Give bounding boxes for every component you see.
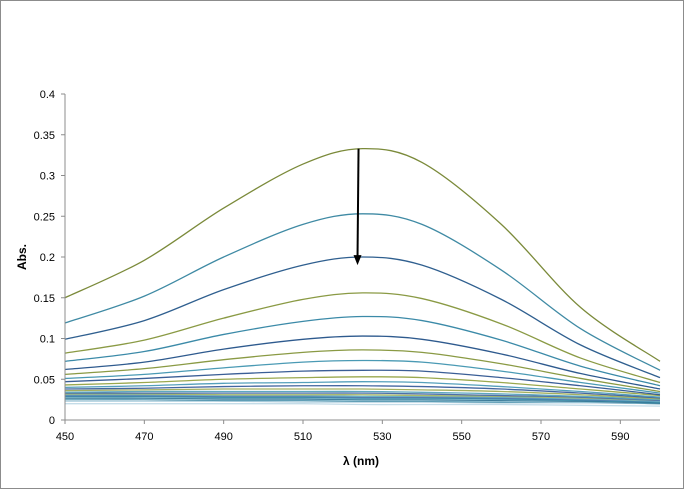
spectrum-series-line bbox=[64, 402, 661, 407]
x-tick-label: 470 bbox=[135, 431, 153, 443]
spectrum-series-line bbox=[64, 400, 661, 405]
x-tick-label: 570 bbox=[532, 431, 550, 443]
x-tick-label: 490 bbox=[214, 431, 232, 443]
y-tick-label: 0.3 bbox=[40, 171, 55, 183]
spectrum-series-line bbox=[64, 392, 661, 402]
y-tick-label: 0.25 bbox=[34, 211, 55, 223]
x-tick-label: 550 bbox=[452, 431, 470, 443]
y-tick-label: 0.35 bbox=[34, 130, 55, 142]
spectrum-series-line bbox=[64, 395, 661, 403]
series-layer bbox=[64, 147, 661, 407]
annotation-arrow bbox=[353, 148, 362, 266]
x-tick-label: 510 bbox=[294, 431, 312, 443]
x-tick-label: 530 bbox=[373, 431, 391, 443]
spectrum-series-line bbox=[64, 369, 661, 396]
y-tick-label: 0 bbox=[49, 415, 55, 427]
x-tick-label: 590 bbox=[611, 431, 629, 443]
y-tick-label: 0.1 bbox=[40, 334, 55, 346]
spectrum-series-line bbox=[64, 335, 661, 390]
spectrum-series-line bbox=[64, 381, 661, 398]
x-axis-title: λ (nm) bbox=[343, 454, 379, 468]
spectrum-series-line bbox=[64, 390, 661, 401]
y-tick-label: 0.4 bbox=[40, 89, 55, 101]
spectrum-series-line bbox=[64, 397, 661, 404]
spectrum-series-line bbox=[64, 147, 661, 362]
spectrum-series-line bbox=[64, 394, 661, 402]
spectrum-series-line bbox=[64, 256, 661, 379]
spectrum-series-line bbox=[64, 385, 661, 399]
spectrum-series-line bbox=[64, 213, 661, 371]
spectrum-series-line bbox=[64, 349, 661, 393]
spectrum-series-line bbox=[64, 359, 661, 394]
y-tick-label: 0.15 bbox=[34, 293, 55, 305]
arrow-shaft bbox=[356, 148, 360, 257]
ticks-layer: 0 0.05 0.1 0.15 0.2 0.25 0.3 0.35 0.4 450 470 490 51… bbox=[34, 89, 630, 443]
spectrum-series-line bbox=[64, 398, 661, 404]
spectrum-series-line bbox=[64, 292, 661, 384]
spectrum-series-line bbox=[64, 315, 661, 387]
y-tick-label: 0.2 bbox=[40, 252, 55, 264]
spectrum-series-line bbox=[64, 393, 661, 402]
y-axis-title: Abs. bbox=[15, 244, 29, 270]
spectrum-series-line bbox=[64, 388, 661, 400]
spectrum-series-line bbox=[64, 376, 661, 397]
arrow-head bbox=[353, 255, 362, 266]
x-tick-label: 450 bbox=[56, 431, 74, 443]
spectrum-series-line bbox=[64, 394, 661, 402]
y-tick-label: 0.05 bbox=[34, 374, 55, 386]
